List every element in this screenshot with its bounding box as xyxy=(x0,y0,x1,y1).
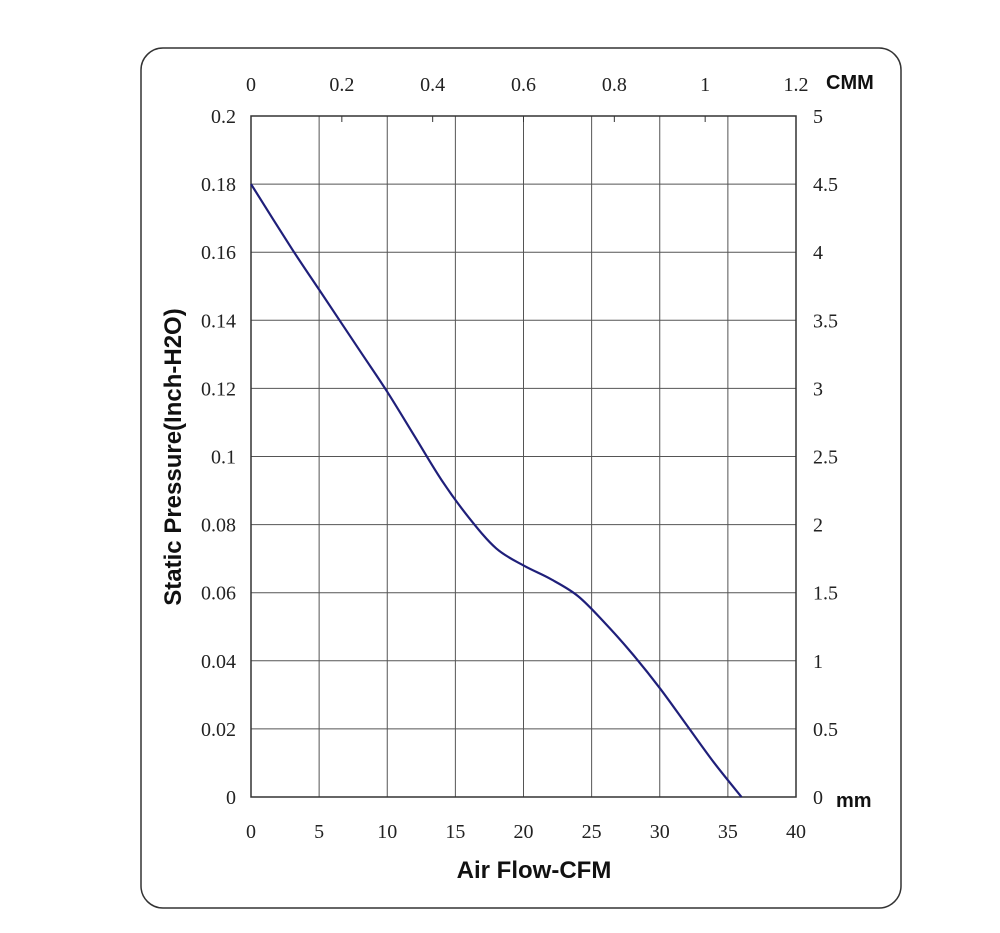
grid xyxy=(250,115,797,798)
secondary-x-tick-label: 0 xyxy=(246,74,256,96)
secondary-x-tick-label: 0.8 xyxy=(602,74,627,96)
secondary-x-tick-label: 0.4 xyxy=(420,74,445,96)
y-tick-label: 0.06 xyxy=(201,583,236,605)
secondary-x-tick-label: 0.2 xyxy=(329,74,354,96)
y-tick-label: 0.16 xyxy=(201,242,236,264)
y-tick-label: 0.12 xyxy=(201,378,236,400)
series-line xyxy=(250,183,743,798)
y-tick-label: 0 xyxy=(226,787,236,809)
x-tick-label: 10 xyxy=(377,821,397,843)
x-tick-label: 25 xyxy=(582,821,602,843)
secondary-y-tick-label: 1 xyxy=(813,651,823,673)
y-tick-label: 0.1 xyxy=(211,447,236,469)
secondary-y-tick-label: 2.5 xyxy=(813,447,838,469)
secondary-y-tick-label: 0 xyxy=(813,787,823,809)
secondary-x-tick-label: 0.6 xyxy=(511,74,536,96)
x-tick-label: 5 xyxy=(314,821,324,843)
x-axis-label: Air Flow-CFM xyxy=(457,857,612,884)
x-tick-label: 30 xyxy=(650,821,670,843)
x-tick-label: 15 xyxy=(445,821,465,843)
y-tick-label: 0.04 xyxy=(201,651,236,673)
secondary-y-tick-label: 3 xyxy=(813,378,823,400)
y-axis-label: Static Pressure(Inch-H2O) xyxy=(160,308,187,605)
secondary-y-unit-label: mm xyxy=(836,790,872,812)
secondary-x-tick-label: 1 xyxy=(700,74,710,96)
secondary-y-tick-labels: 0 0.5 1 1.5 2 2.5 3 3.5 4 4.5 5 xyxy=(813,106,838,809)
x-tick-label: 35 xyxy=(718,821,738,843)
secondary-x-tick-labels: 0 0.2 0.4 0.6 0.8 1 1.2 xyxy=(246,74,809,122)
x-tick-labels: 0 5 10 15 20 25 30 35 40 xyxy=(246,821,806,843)
secondary-y-tick-label: 1.5 xyxy=(813,583,838,605)
secondary-y-tick-label: 4 xyxy=(813,242,823,264)
x-tick-label: 20 xyxy=(514,821,534,843)
secondary-y-tick-label: 5 xyxy=(813,106,823,128)
y-tick-label: 0.18 xyxy=(201,174,236,196)
series xyxy=(250,183,743,798)
y-tick-labels: 0 0.02 0.04 0.06 0.08 0.1 0.12 0.14 0.16 0.18 0.2 xyxy=(201,106,236,809)
secondary-y-tick-label: 0.5 xyxy=(813,719,838,741)
y-tick-label: 0.14 xyxy=(201,310,236,332)
secondary-y-tick-label: 2 xyxy=(813,515,823,537)
y-tick-label: 0.02 xyxy=(201,719,236,741)
chart-frame xyxy=(140,47,902,909)
x-tick-label: 0 xyxy=(246,821,256,843)
y-tick-label: 0.08 xyxy=(201,515,236,537)
secondary-x-unit-label: CMM xyxy=(826,72,874,94)
secondary-x-tick-label: 1.2 xyxy=(784,74,809,96)
x-tick-label: 40 xyxy=(786,821,806,843)
y-tick-label: 0.2 xyxy=(211,106,236,128)
secondary-y-tick-label: 3.5 xyxy=(813,310,838,332)
secondary-y-tick-label: 4.5 xyxy=(813,174,838,196)
